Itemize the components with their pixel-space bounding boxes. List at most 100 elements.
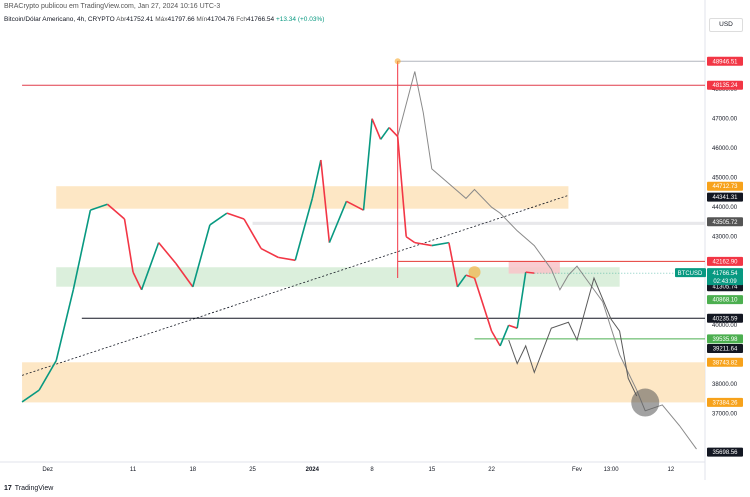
price-segment-39 xyxy=(525,271,535,274)
price-segment-1 xyxy=(21,389,40,403)
x-tick-label: 11 xyxy=(130,467,137,473)
low-key: Mín xyxy=(196,16,208,23)
x-tick-label: 2024 xyxy=(306,467,320,473)
change-value: +13.34 (+0.03%) xyxy=(275,16,325,23)
level-label: 41305.74 xyxy=(712,285,738,291)
current-symbol-label: BTCUSD xyxy=(678,271,703,277)
level-label-box xyxy=(707,56,743,66)
price-segment-5 xyxy=(90,203,108,211)
symbol-label: Bitcoin/Dólar Americano, 4h, CRYPTO xyxy=(4,16,115,23)
price-segment-8 xyxy=(132,271,143,291)
level-label-box xyxy=(707,192,743,202)
level-label-box xyxy=(707,447,743,457)
y-tick-label: 38000.00 xyxy=(712,382,738,388)
close-key: Fch xyxy=(236,16,248,23)
zone-3 xyxy=(508,261,560,274)
level-label: 44712.73 xyxy=(712,184,738,190)
level-label-box xyxy=(707,397,743,407)
y-tick-label: 46000.00 xyxy=(712,146,738,152)
x-tick-label: Fev xyxy=(572,467,582,473)
x-tick-label: Dez xyxy=(42,467,53,473)
x-tick-label: 22 xyxy=(488,467,495,473)
y-tick-label: 48000.00 xyxy=(712,87,738,93)
price-segment-27 xyxy=(396,136,408,237)
marker-circle-2 xyxy=(631,388,660,417)
tradingview-brand: TradingView xyxy=(14,485,54,492)
level-label-box xyxy=(707,181,743,191)
marker-circle-0 xyxy=(394,58,401,65)
price-segment-37 xyxy=(508,324,518,329)
price-segment-16 xyxy=(260,247,279,259)
price-segment-17 xyxy=(278,256,296,262)
price-segment-18 xyxy=(294,198,314,261)
high-value: 41797.66 xyxy=(167,16,195,23)
price-segment-20 xyxy=(320,159,331,243)
price-segment-38 xyxy=(516,272,527,329)
level-label: 48946.51 xyxy=(712,59,738,65)
y-tick-label: 40000.00 xyxy=(712,323,738,329)
price-segment-15 xyxy=(243,218,262,249)
price-segment-3 xyxy=(55,289,75,361)
level-label-box xyxy=(707,256,743,266)
price-segment-2 xyxy=(38,360,57,391)
price-segment-32 xyxy=(456,274,467,288)
level-label: 42162.90 xyxy=(712,259,738,265)
current-price-box xyxy=(707,268,743,286)
level-label: 35698.56 xyxy=(712,450,738,456)
level-label: 43505.72 xyxy=(712,220,738,226)
price-segment-7 xyxy=(123,218,134,273)
price-segment-25 xyxy=(379,127,390,140)
tradingview-logo: 17 TradingView xyxy=(4,485,53,492)
price-segment-31 xyxy=(448,242,459,288)
price-segment-9 xyxy=(140,242,160,291)
level-label-box xyxy=(707,357,743,367)
price-segment-19 xyxy=(311,159,322,199)
price-segment-14 xyxy=(226,212,245,220)
price-segment-34 xyxy=(473,277,493,332)
level-label: 38743.82 xyxy=(712,360,738,366)
level-label: 44341.31 xyxy=(712,195,738,201)
level-label-box xyxy=(707,313,743,323)
price-segment-13 xyxy=(209,212,228,226)
level-label-box xyxy=(707,217,743,227)
zone-4 xyxy=(252,221,705,225)
zone-2 xyxy=(22,362,705,403)
level-label: 39211.64 xyxy=(713,346,738,352)
price-segment-12 xyxy=(192,224,211,288)
low-value: 41704.76 xyxy=(207,16,235,23)
marker-circle-1 xyxy=(468,266,481,279)
projection-path-2 xyxy=(508,276,638,397)
open-value: 41752.41 xyxy=(126,16,154,23)
price-segment-23 xyxy=(362,118,373,211)
currency-button[interactable]: USD xyxy=(709,18,743,32)
price-segment-26 xyxy=(388,127,399,137)
level-label-box xyxy=(707,334,743,344)
x-tick-label: 18 xyxy=(189,467,196,473)
level-label-box xyxy=(707,80,743,90)
level-label-box xyxy=(707,343,743,353)
x-tick-label: 8 xyxy=(370,467,374,473)
level-label: 48135.24 xyxy=(712,83,738,89)
price-segment-30 xyxy=(431,241,450,247)
x-tick-label: 12 xyxy=(668,467,675,473)
symbol-ohlc-row: Bitcoin/Dólar Americano, 4h, CRYPTO Abr4… xyxy=(4,16,324,23)
current-price-label: 41766.54 xyxy=(712,271,738,277)
countdown-label: 02:43:09 xyxy=(713,279,737,285)
y-tick-label: 47000.00 xyxy=(712,117,738,123)
price-segment-24 xyxy=(371,118,382,140)
price-segment-6 xyxy=(106,203,126,220)
level-label: 40235.59 xyxy=(712,316,738,322)
price-segment-28 xyxy=(405,236,416,244)
price-segment-22 xyxy=(346,200,364,211)
y-tick-label: 43000.00 xyxy=(712,235,738,241)
level-label: 40868.10 xyxy=(712,298,738,304)
y-tick-label: 37000.00 xyxy=(712,412,738,418)
level-label-box xyxy=(707,295,743,305)
current-symbol-box xyxy=(675,268,706,278)
x-tick-label: 15 xyxy=(428,467,435,473)
y-tick-label: 44000.00 xyxy=(712,205,738,211)
high-key: Máx xyxy=(155,16,168,23)
level-label: 39535.98 xyxy=(712,337,738,343)
price-segment-29 xyxy=(414,241,432,247)
